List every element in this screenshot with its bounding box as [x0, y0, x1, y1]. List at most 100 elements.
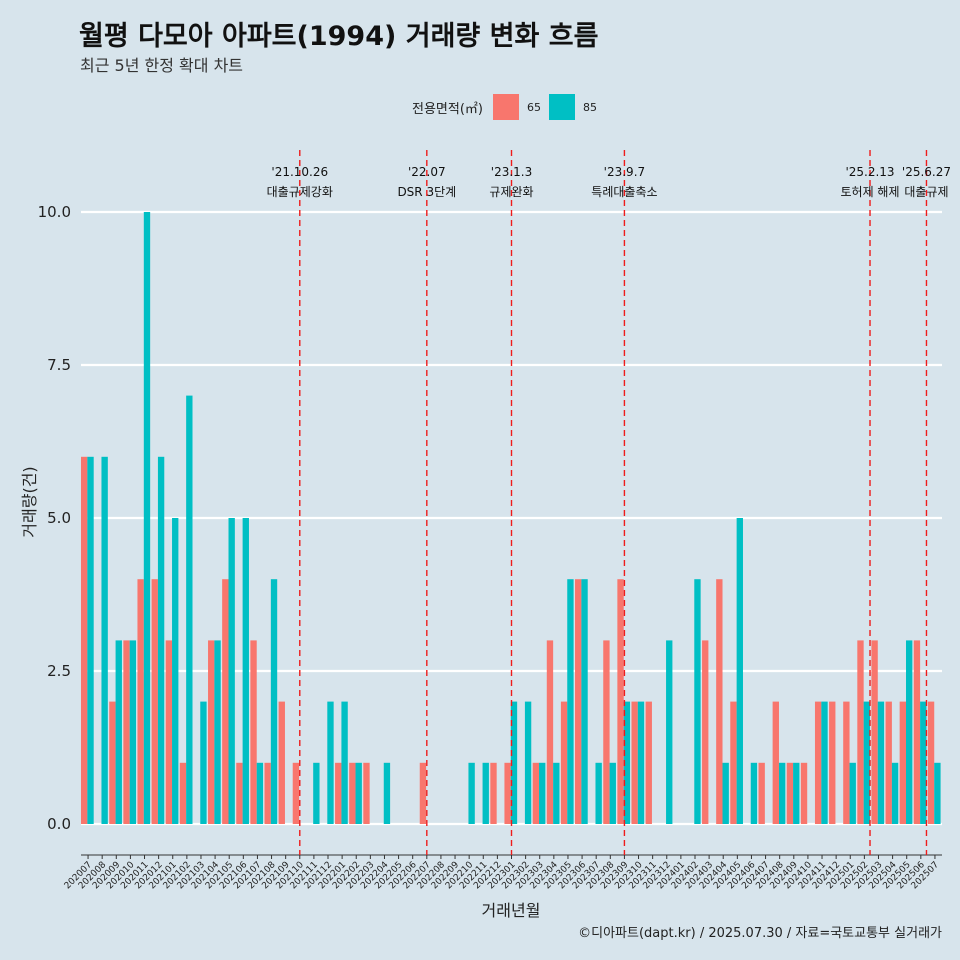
bar-85-202405 — [736, 518, 743, 824]
bar-85-202503 — [877, 701, 885, 824]
event-date: '22.07 — [408, 165, 446, 179]
bar-85-202012 — [157, 456, 165, 824]
bar-65-202411 — [814, 701, 822, 824]
event-label: 규제완화 — [489, 185, 533, 199]
bar-65-202010 — [123, 640, 130, 824]
bar-85-202304 — [553, 762, 560, 824]
legend-swatch-65 — [492, 94, 519, 120]
bar-65-202110 — [292, 762, 300, 824]
bar-65-202011 — [137, 579, 144, 824]
bar-65-202408 — [772, 701, 779, 824]
bar-65-202301 — [504, 762, 511, 824]
bar-85-202501 — [849, 762, 856, 824]
y-tick-label: 10.0 — [38, 203, 71, 221]
bar-85-202105 — [228, 518, 235, 824]
event-label: 대출규제 — [904, 185, 948, 199]
event-label: 특례대출축소 — [591, 185, 657, 199]
bar-65-202504 — [885, 701, 892, 824]
bar-65-202403 — [702, 640, 709, 824]
bar-85-202404 — [722, 762, 729, 824]
bar-65-202409 — [786, 762, 794, 824]
legend-title: 전용면적(㎡) — [412, 101, 483, 117]
bar-65-202311 — [645, 701, 652, 824]
bar-85-202104 — [214, 640, 221, 824]
bar-65-202101 — [165, 640, 173, 824]
bar-65-202309 — [617, 579, 624, 824]
bar-65-202203 — [363, 762, 370, 824]
bar-85-202112 — [327, 701, 334, 824]
bar-85-202210 — [468, 762, 475, 824]
bar-65-202108 — [264, 762, 271, 824]
bar-65-202012 — [151, 579, 158, 824]
bar-65-202410 — [800, 762, 808, 824]
event-date: '23.9.7 — [604, 165, 645, 179]
x-axis-label: 거래년월 — [481, 901, 541, 920]
bar-65-202412 — [829, 701, 836, 824]
y-tick-label: 5.0 — [47, 509, 71, 527]
event-label: 대출규제강화 — [267, 185, 333, 199]
bar-65-202505 — [899, 701, 907, 824]
bar-85-202111 — [313, 762, 320, 824]
event-label: DSR 3단계 — [397, 185, 456, 199]
bar-85-202502 — [863, 701, 871, 824]
bar-65-202407 — [758, 762, 765, 824]
bar-85-202312 — [666, 640, 673, 824]
legend-swatch-85 — [548, 94, 575, 120]
bar-85-202007 — [87, 456, 94, 824]
bar-65-202303 — [532, 762, 540, 824]
bar-65-202304 — [546, 640, 554, 824]
bar-85-202309 — [623, 701, 631, 824]
bar-85-202307 — [595, 762, 602, 824]
bar-65-202009 — [109, 701, 116, 824]
bar-85-202504 — [891, 762, 899, 824]
event-date: '21.10.26 — [271, 165, 328, 179]
bar-65-202201 — [335, 762, 342, 824]
bar-85-202202 — [355, 762, 362, 824]
bar-85-202301 — [510, 701, 518, 824]
bar-65-202104 — [208, 640, 215, 824]
bar-85-202505 — [906, 640, 913, 824]
bar-65-202207 — [419, 762, 427, 824]
bar-85-202008 — [101, 456, 108, 824]
bar-85-202406 — [750, 762, 758, 824]
bar-65-202105 — [222, 579, 229, 824]
bar-65-202507 — [927, 701, 935, 824]
event-date: '23.1.3 — [491, 165, 532, 179]
bar-85-202201 — [341, 701, 348, 824]
bar-65-202202 — [349, 762, 356, 824]
bar-85-202402 — [694, 579, 701, 824]
bar-85-202009 — [115, 640, 122, 824]
bar-65-202502 — [857, 640, 864, 824]
bar-65-202107 — [250, 640, 257, 824]
bar-85-202408 — [778, 762, 786, 824]
y-tick-label: 7.5 — [47, 356, 71, 374]
y-tick-label: 2.5 — [47, 662, 71, 680]
bar-65-202501 — [843, 701, 850, 824]
bar-85-202204 — [383, 762, 391, 824]
bar-85-202306 — [581, 579, 588, 824]
bar-65-202212 — [490, 762, 497, 824]
event-date: '25.2.13 — [845, 165, 894, 179]
bar-85-202310 — [637, 701, 645, 824]
bar-85-202409 — [793, 762, 800, 824]
bar-65-202007 — [81, 456, 88, 824]
bar-65-202305 — [560, 701, 568, 824]
legend-label-85: 85 — [582, 100, 597, 114]
bar-85-202102 — [186, 395, 193, 824]
bar-85-202308 — [609, 762, 616, 824]
bar-65-202404 — [716, 579, 723, 824]
bar-65-202306 — [575, 579, 582, 824]
bar-85-202507 — [934, 762, 941, 824]
bar-65-202503 — [871, 640, 878, 824]
bar-65-202506 — [913, 640, 921, 824]
bar-85-202305 — [567, 579, 574, 824]
chart-title: 월평 다모아 아파트(1994) 거래량 변화 흐름 — [79, 21, 599, 52]
bar-85-202411 — [821, 701, 828, 824]
bar-65-202106 — [236, 762, 243, 824]
legend: 전용면적(㎡) 65 85 — [412, 93, 605, 121]
bar-85-202101 — [172, 518, 179, 824]
event-label: 토허제 해제 — [841, 185, 900, 199]
bar-65-202405 — [730, 701, 737, 824]
bar-85-202106 — [242, 518, 249, 824]
